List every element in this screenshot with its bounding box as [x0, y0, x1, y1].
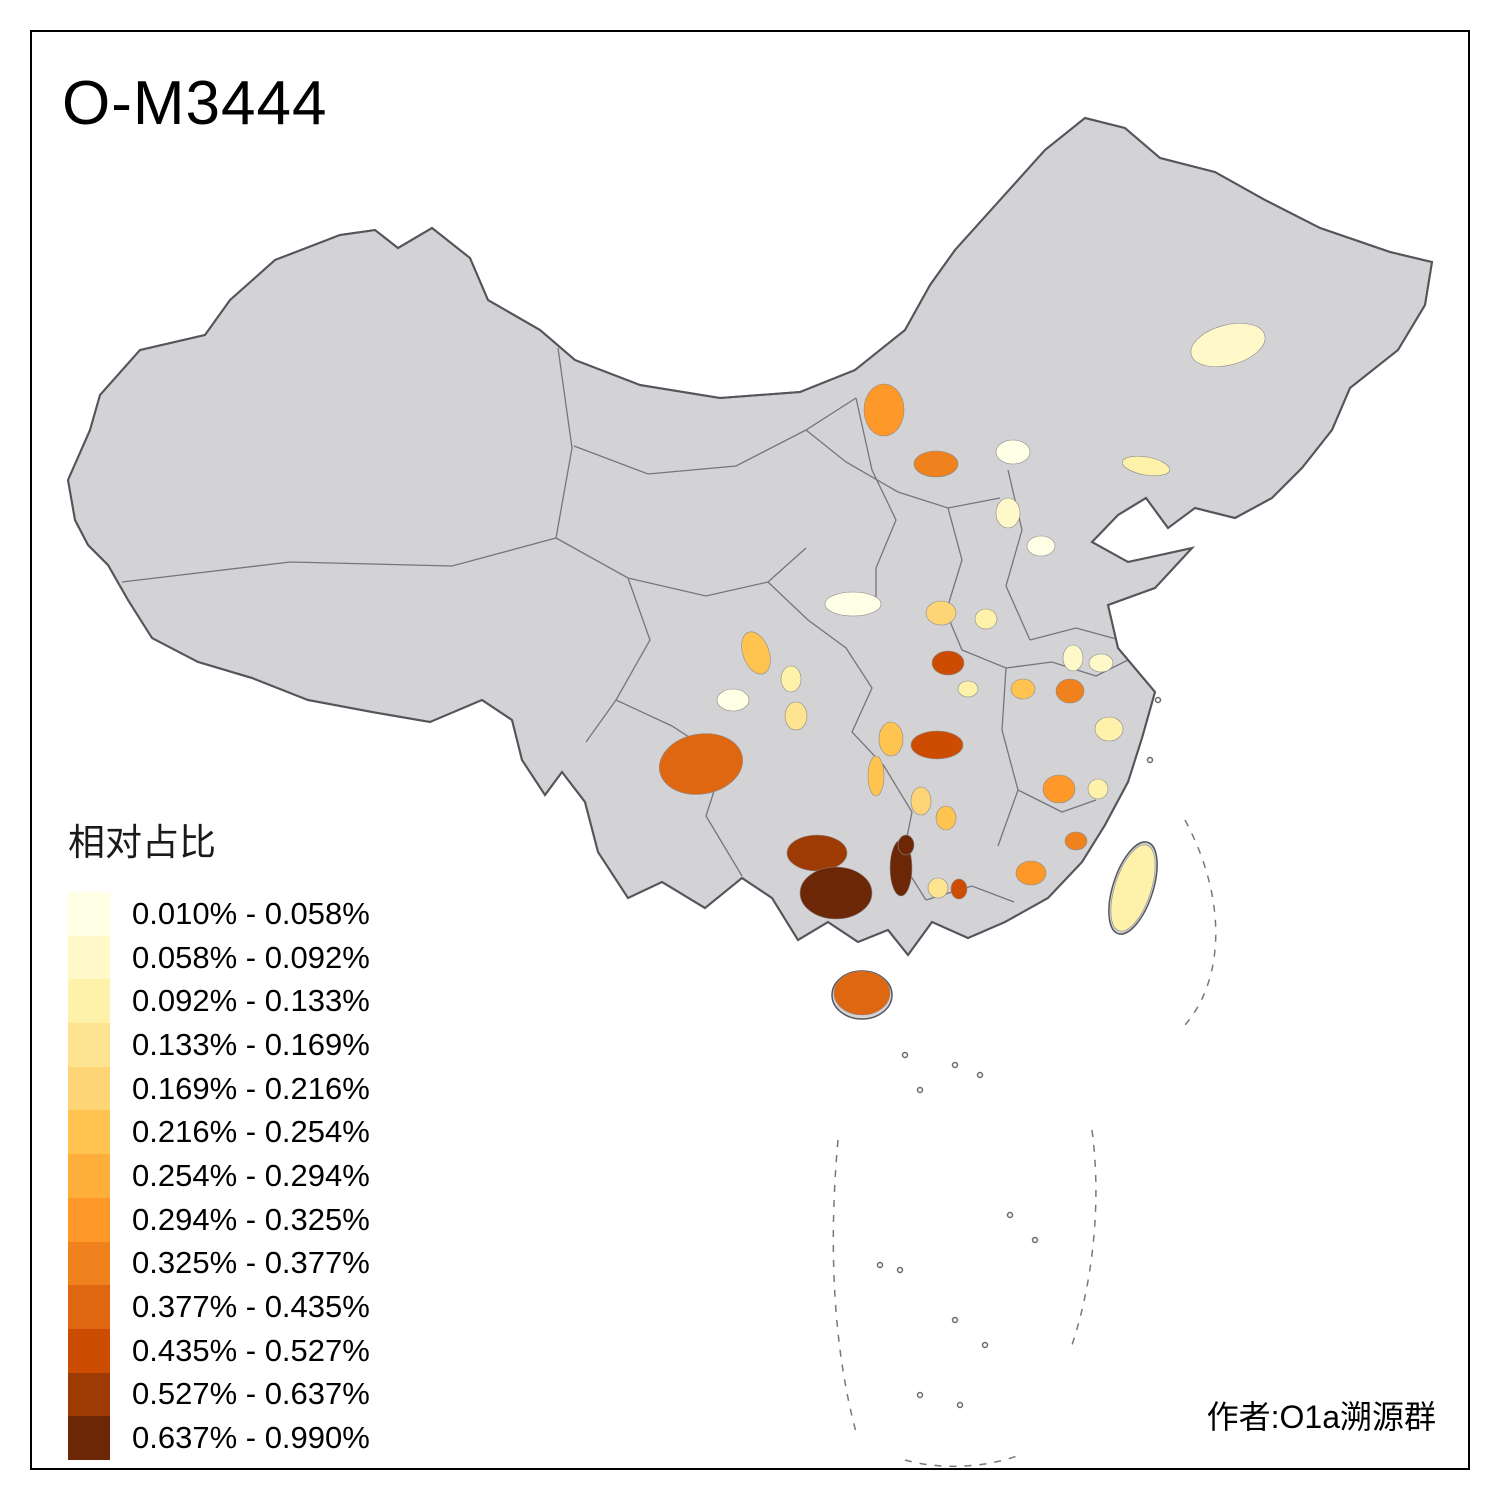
legend-swatch — [68, 1285, 110, 1329]
map-region — [897, 834, 915, 856]
map-region — [716, 688, 750, 712]
map-region — [974, 608, 998, 630]
legend-row: 0.058% - 0.092% — [68, 935, 370, 980]
legend-swatch — [68, 1023, 110, 1067]
legend-row: 0.254% - 0.294% — [68, 1154, 370, 1198]
map-region — [995, 439, 1031, 465]
legend-label: 0.010% - 0.058% — [132, 895, 370, 931]
map-region — [784, 701, 808, 731]
map-region — [867, 755, 885, 797]
legend-label: 0.169% - 0.216% — [132, 1070, 370, 1106]
map-region — [780, 665, 802, 693]
legend-row: 0.092% - 0.133% — [68, 979, 370, 1024]
map-region — [786, 834, 848, 872]
legend-rows: 0.010% - 0.058% 0.058% - 0.092% 0.092% - 0… — [68, 892, 370, 1460]
south-sea-boundary — [832, 819, 1217, 1468]
legend-swatch — [68, 1110, 110, 1155]
legend-row: 0.216% - 0.254% — [68, 1110, 370, 1155]
legend-swatch — [68, 1066, 110, 1111]
map-title: O-M3444 — [62, 69, 328, 138]
map-region — [931, 650, 965, 676]
legend-row: 0.377% - 0.435% — [68, 1285, 370, 1329]
map-region — [878, 721, 904, 757]
map-region — [1087, 778, 1109, 800]
legend-row: 0.435% - 0.527% — [68, 1328, 370, 1373]
legend-swatch — [68, 1372, 110, 1417]
map-region — [995, 497, 1021, 529]
legend-swatch — [68, 935, 110, 980]
legend-swatch — [68, 979, 110, 1024]
map-region — [1094, 716, 1124, 742]
legend-row: 0.527% - 0.637% — [68, 1372, 370, 1417]
map-region — [969, 1278, 981, 1286]
legend-label: 0.294% - 0.325% — [132, 1201, 370, 1237]
legend-label: 0.133% - 0.169% — [132, 1026, 370, 1062]
map-region — [910, 786, 932, 816]
legend-swatch — [68, 1416, 110, 1460]
legend-label: 0.058% - 0.092% — [132, 939, 370, 975]
legend-label: 0.254% - 0.294% — [132, 1157, 370, 1193]
map-region — [833, 970, 891, 1016]
map-region — [1064, 831, 1088, 851]
legend-swatch — [68, 1154, 110, 1198]
map-region — [950, 878, 968, 900]
legend-label: 0.527% - 0.637% — [132, 1376, 370, 1412]
legend-label: 0.377% - 0.435% — [132, 1289, 370, 1325]
legend-label: 0.435% - 0.527% — [132, 1332, 370, 1368]
map-region — [1042, 774, 1076, 804]
legend-row: 0.637% - 0.990% — [68, 1416, 370, 1460]
map-region — [957, 680, 979, 698]
map-region — [935, 805, 957, 831]
map-region — [741, 631, 771, 675]
legend-row: 0.169% - 0.216% — [68, 1066, 370, 1111]
map-region — [1122, 455, 1170, 477]
legend-row: 0.325% - 0.377% — [68, 1241, 370, 1286]
map-region — [659, 733, 743, 795]
legend-label: 0.216% - 0.254% — [132, 1114, 370, 1150]
legend-swatch — [68, 1328, 110, 1373]
legend-row: 0.294% - 0.325% — [68, 1197, 370, 1242]
map-region — [927, 877, 949, 899]
islets — [876, 696, 1162, 1409]
map-region — [1010, 678, 1036, 700]
legend-row: 0.133% - 0.169% — [68, 1023, 370, 1067]
map-region — [1015, 860, 1047, 886]
data-regions-layer — [659, 323, 1266, 1286]
legend-row: 0.010% - 0.058% — [68, 892, 370, 936]
map-region — [925, 600, 957, 626]
map-region — [1110, 844, 1156, 932]
attribution-text: 作者:O1a溯源群 — [1206, 1399, 1436, 1435]
legend-swatch — [68, 892, 110, 936]
legend-label: 0.637% - 0.990% — [132, 1420, 370, 1456]
legend-title: 相对占比 — [68, 822, 216, 863]
map-region — [1026, 535, 1056, 557]
map-region — [863, 383, 905, 437]
map-region — [824, 591, 882, 617]
legend: 相对占比 0.010% - 0.058% 0.058% - 0.092% 0.092… — [68, 812, 370, 1460]
map-region — [913, 450, 959, 478]
map-region — [799, 866, 873, 920]
legend-swatch — [68, 1197, 110, 1242]
legend-swatch — [68, 1241, 110, 1286]
map-region — [1088, 653, 1114, 673]
map-region — [910, 730, 964, 760]
legend-label: 0.092% - 0.133% — [132, 983, 370, 1019]
map-region — [1055, 678, 1085, 704]
map-region — [1062, 644, 1084, 672]
map-region — [1190, 323, 1266, 367]
legend-label: 0.325% - 0.377% — [132, 1245, 370, 1281]
